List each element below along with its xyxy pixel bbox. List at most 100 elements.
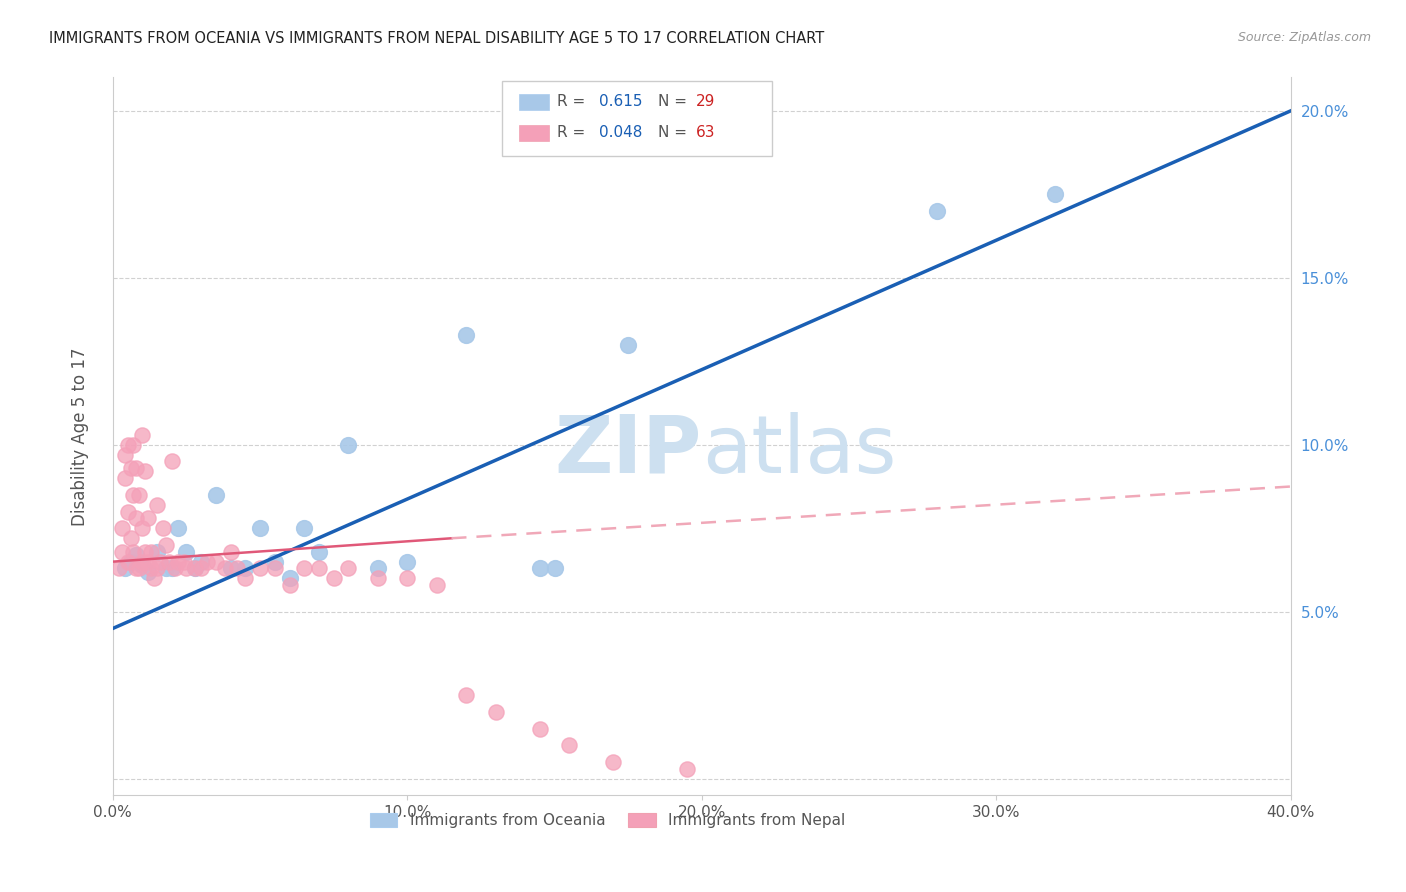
Point [676, 762, 699, 776]
Point [602, 755, 624, 769]
FancyBboxPatch shape [502, 81, 772, 156]
Point [128, 561, 150, 575]
Point [249, 561, 271, 575]
Point [367, 561, 389, 575]
Point [617, 337, 640, 351]
Point [120, 461, 142, 475]
Point [396, 571, 419, 585]
Point [143, 571, 166, 585]
Point [337, 561, 360, 575]
Point [1043, 187, 1066, 202]
Point [205, 488, 228, 502]
Point [166, 521, 188, 535]
Point [131, 521, 153, 535]
Point [190, 555, 212, 569]
Point [131, 555, 153, 569]
Legend: Immigrants from Oceania, Immigrants from Nepal: Immigrants from Oceania, Immigrants from… [364, 807, 851, 834]
Point [396, 555, 419, 569]
Point [367, 571, 389, 585]
Point [125, 548, 148, 562]
Point [184, 561, 207, 575]
Point [456, 327, 478, 342]
FancyBboxPatch shape [519, 125, 548, 141]
Point [114, 471, 136, 485]
Point [184, 561, 207, 575]
Point [125, 561, 148, 575]
Point [122, 488, 145, 502]
Point [214, 561, 236, 575]
Text: 0.048: 0.048 [599, 125, 643, 140]
Point [529, 722, 551, 736]
Text: R =: R = [557, 125, 591, 140]
Point [136, 511, 159, 525]
Point [114, 448, 136, 462]
Point [529, 561, 551, 575]
Point [456, 688, 478, 702]
Point [128, 488, 150, 502]
Point [163, 561, 186, 575]
Point [225, 561, 247, 575]
Point [278, 571, 301, 585]
Point [136, 565, 159, 579]
Point [111, 544, 134, 558]
Point [308, 544, 330, 558]
Point [117, 438, 139, 452]
Point [131, 427, 153, 442]
Point [173, 555, 195, 569]
Text: R =: R = [557, 95, 591, 110]
Point [927, 204, 949, 219]
Point [139, 561, 162, 575]
Point [146, 561, 169, 575]
Text: IMMIGRANTS FROM OCEANIA VS IMMIGRANTS FROM NEPAL DISABILITY AGE 5 TO 17 CORRELAT: IMMIGRANTS FROM OCEANIA VS IMMIGRANTS FR… [49, 31, 824, 46]
Point [134, 544, 156, 558]
Point [308, 561, 330, 575]
Point [176, 561, 198, 575]
Point [205, 555, 228, 569]
Point [146, 498, 169, 512]
Point [249, 521, 271, 535]
Y-axis label: Disability Age 5 to 17: Disability Age 5 to 17 [72, 347, 89, 525]
Point [157, 555, 180, 569]
Point [485, 705, 508, 719]
Point [155, 561, 177, 575]
Point [322, 571, 344, 585]
Point [263, 561, 285, 575]
Point [155, 538, 177, 552]
Point [131, 558, 153, 572]
Point [219, 561, 242, 575]
Point [146, 544, 169, 558]
Point [134, 465, 156, 479]
FancyBboxPatch shape [519, 94, 548, 110]
Point [160, 561, 183, 575]
Point [337, 438, 360, 452]
Point [111, 521, 134, 535]
Point [136, 555, 159, 569]
Text: ZIP: ZIP [554, 412, 702, 490]
Point [278, 578, 301, 592]
Point [152, 521, 174, 535]
Point [166, 555, 188, 569]
Point [149, 555, 172, 569]
Point [235, 571, 257, 585]
Point [176, 544, 198, 558]
Point [125, 511, 148, 525]
Point [219, 544, 242, 558]
Text: N =: N = [658, 125, 692, 140]
Point [190, 561, 212, 575]
Point [122, 438, 145, 452]
Point [120, 555, 142, 569]
Text: 29: 29 [696, 95, 716, 110]
Point [195, 555, 218, 569]
Point [122, 544, 145, 558]
Point [160, 454, 183, 468]
Point [120, 531, 142, 545]
Point [117, 504, 139, 518]
Text: 63: 63 [696, 125, 716, 140]
Point [139, 544, 162, 558]
Point [107, 561, 129, 575]
Point [292, 521, 315, 535]
Point [558, 739, 581, 753]
Point [543, 561, 565, 575]
Text: N =: N = [658, 95, 692, 110]
Text: atlas: atlas [702, 412, 896, 490]
